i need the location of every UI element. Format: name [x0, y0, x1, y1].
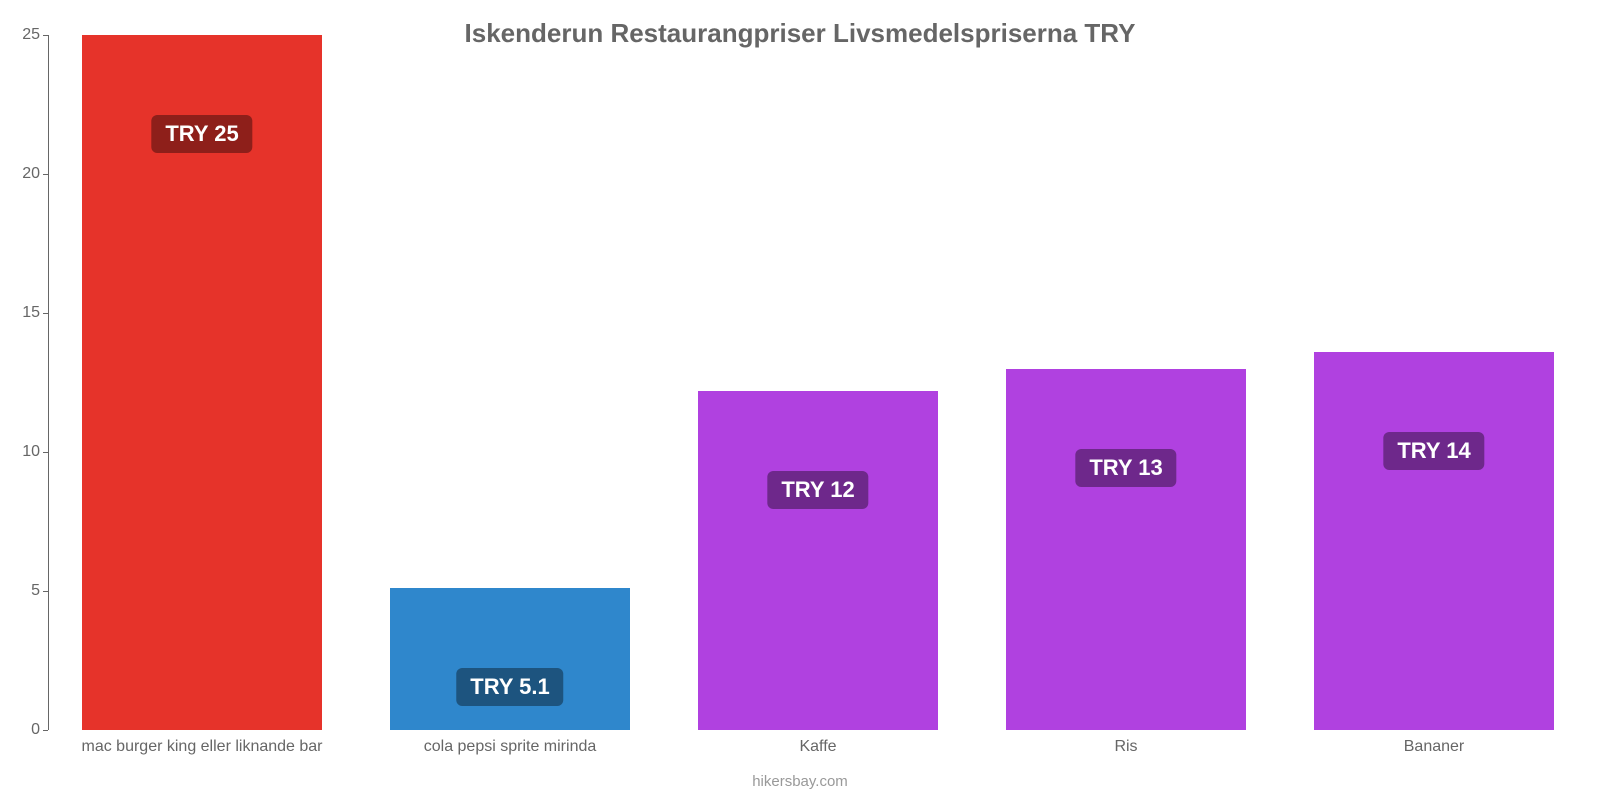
- bar-value-label: TRY 13: [1075, 449, 1176, 487]
- y-tick-mark: [43, 591, 48, 592]
- bar: [1006, 369, 1246, 730]
- bar-value-label: TRY 14: [1383, 432, 1484, 470]
- credit-text: hikersbay.com: [0, 773, 1600, 790]
- x-tick-label: mac burger king eller liknande bar: [81, 738, 322, 756]
- y-tick-label: 5: [0, 582, 40, 600]
- y-tick-mark: [43, 452, 48, 453]
- y-tick-mark: [43, 35, 48, 36]
- chart-container: Iskenderun Restaurangpriser Livsmedelspr…: [0, 0, 1600, 800]
- y-tick-label: 0: [0, 721, 40, 739]
- plot-area: TRY 25 TRY 5.1 TRY 12 TRY 13 TRY 14: [48, 35, 1588, 730]
- x-tick-label: Ris: [1114, 738, 1137, 756]
- bar: [698, 391, 938, 730]
- bar-value-label: TRY 12: [767, 471, 868, 509]
- y-tick-mark: [43, 174, 48, 175]
- x-tick-label: cola pepsi sprite mirinda: [424, 738, 597, 756]
- bar: [390, 588, 630, 730]
- bar-value-label: TRY 5.1: [456, 668, 563, 706]
- y-tick-label: 15: [0, 304, 40, 322]
- y-tick-mark: [43, 313, 48, 314]
- y-tick-mark: [43, 730, 48, 731]
- y-tick-label: 25: [0, 26, 40, 44]
- bar: [1314, 352, 1554, 730]
- y-tick-label: 10: [0, 443, 40, 461]
- x-tick-label: Kaffe: [799, 738, 836, 756]
- y-tick-label: 20: [0, 165, 40, 183]
- x-tick-label: Bananer: [1404, 738, 1465, 756]
- bar-value-label: TRY 25: [151, 115, 252, 153]
